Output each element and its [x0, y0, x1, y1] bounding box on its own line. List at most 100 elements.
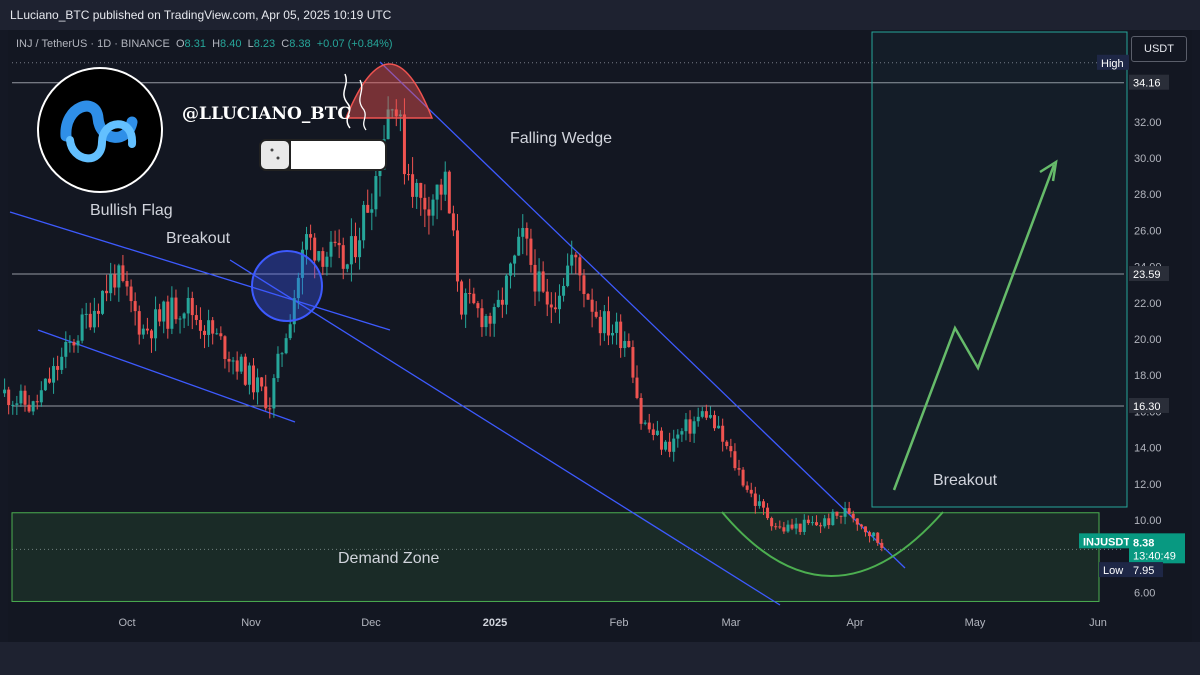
candle-body: [517, 236, 521, 256]
candle-body: [639, 397, 643, 424]
low-tag-bg: [1099, 562, 1129, 578]
low-label: L: [247, 38, 254, 50]
candle-body: [635, 377, 639, 398]
candle-body: [525, 228, 529, 239]
candle-body: [680, 431, 684, 435]
candle-body: [761, 501, 765, 508]
high-value: 8.40: [220, 38, 242, 50]
candle-body: [227, 358, 231, 362]
candle-body: [843, 508, 847, 517]
ticker-tag: INJUSDT: [1083, 536, 1130, 548]
y-tick-label: 32.00: [1134, 117, 1162, 129]
candle-body: [717, 425, 721, 429]
candle-body: [447, 171, 451, 214]
falling-wedge-label: Falling Wedge: [510, 130, 612, 147]
candle-body: [27, 404, 31, 412]
candle-body: [84, 313, 88, 315]
candle-body: [574, 254, 578, 258]
candle-body: [427, 209, 431, 216]
level-tag-bg: [1129, 74, 1169, 90]
candle-body: [725, 441, 729, 447]
candle-body: [619, 321, 623, 349]
candle-body: [533, 264, 537, 292]
candle-body: [664, 441, 668, 450]
candle-body: [317, 251, 321, 261]
candle-body: [292, 298, 296, 325]
candle-body: [766, 507, 770, 519]
price-axis: 6.008.0010.0012.0014.0016.0018.0020.0022…: [1134, 81, 1162, 600]
candle-body: [460, 281, 464, 315]
candle-body: [500, 299, 504, 305]
candle-body: [566, 265, 570, 286]
candle-body: [488, 315, 492, 324]
candle-body: [407, 174, 411, 176]
candle-body: [504, 275, 508, 305]
candle-body: [402, 114, 406, 175]
bullish-flag-label: Bullish Flag: [90, 202, 173, 219]
candle-body: [325, 256, 329, 267]
candle-body: [615, 321, 619, 333]
candle-body: [521, 228, 525, 237]
demand-zone-rect: [11, 512, 1100, 602]
candle-body: [831, 511, 835, 526]
x-tick-label: May: [965, 617, 986, 629]
candle-body: [737, 468, 741, 470]
candle-body: [753, 493, 757, 506]
candle-body: [439, 184, 443, 195]
high-tag-bg: [1097, 54, 1129, 70]
candle-body: [745, 485, 749, 490]
candle-body: [578, 257, 582, 276]
y-tick-label: 6.00: [1134, 587, 1155, 599]
candle-body: [815, 522, 819, 526]
candle-body: [786, 524, 790, 532]
trend-line: [229, 259, 781, 606]
publish-info: LLuciano_BTC published on TradingView.co…: [10, 8, 392, 22]
candle-body: [468, 293, 472, 295]
candle-body: [876, 532, 880, 543]
candle-body: [823, 518, 827, 527]
y-tick-label: 10.00: [1134, 515, 1162, 527]
trend-line: [37, 329, 296, 423]
candle-body: [264, 386, 268, 409]
low-value-tag: 7.95: [1133, 565, 1154, 577]
candle-body: [313, 237, 317, 261]
candle-body: [859, 524, 863, 527]
candle-body: [362, 204, 366, 241]
candle-body: [321, 251, 325, 267]
y-tick-label: 30.00: [1134, 153, 1162, 165]
candle-body: [631, 347, 635, 378]
candle-body: [198, 319, 202, 331]
candle-body: [109, 274, 113, 294]
candle-body: [68, 341, 72, 343]
candle-body: [545, 291, 549, 305]
candle-body: [839, 515, 843, 517]
level-tag-bg: [1129, 397, 1169, 413]
candle-body: [333, 241, 337, 243]
projection-arrow: [892, 164, 1056, 491]
x-tick-label: Apr: [846, 617, 863, 629]
candle-body: [590, 299, 594, 312]
symbol-pair[interactable]: INJ / TetherUS · 1D · BINANCE: [16, 38, 170, 50]
y-tick-label: 26.00: [1134, 225, 1162, 237]
candle-body: [76, 340, 80, 346]
candle-body: [305, 234, 309, 250]
y-tick-label: 22.00: [1134, 298, 1162, 310]
open-label: O: [175, 38, 185, 50]
candle-body: [708, 415, 712, 418]
candle-body: [537, 271, 541, 292]
injective-logo: [37, 67, 163, 193]
candle-body: [105, 290, 109, 294]
symbol-info[interactable]: INJ / TetherUS · 1D · BINANCE O8.31 H8.4…: [16, 38, 393, 50]
breakout-right-label: Breakout: [933, 472, 998, 489]
currency-button[interactable]: USDT: [1131, 36, 1187, 62]
candle-body: [133, 301, 137, 312]
candle-body: [790, 524, 794, 529]
candle-body: [835, 511, 839, 516]
candle-body: [390, 109, 394, 111]
candle-body: [643, 422, 647, 424]
candle-body: [570, 254, 574, 266]
candle-body: [117, 265, 121, 288]
candle-body: [231, 360, 235, 362]
